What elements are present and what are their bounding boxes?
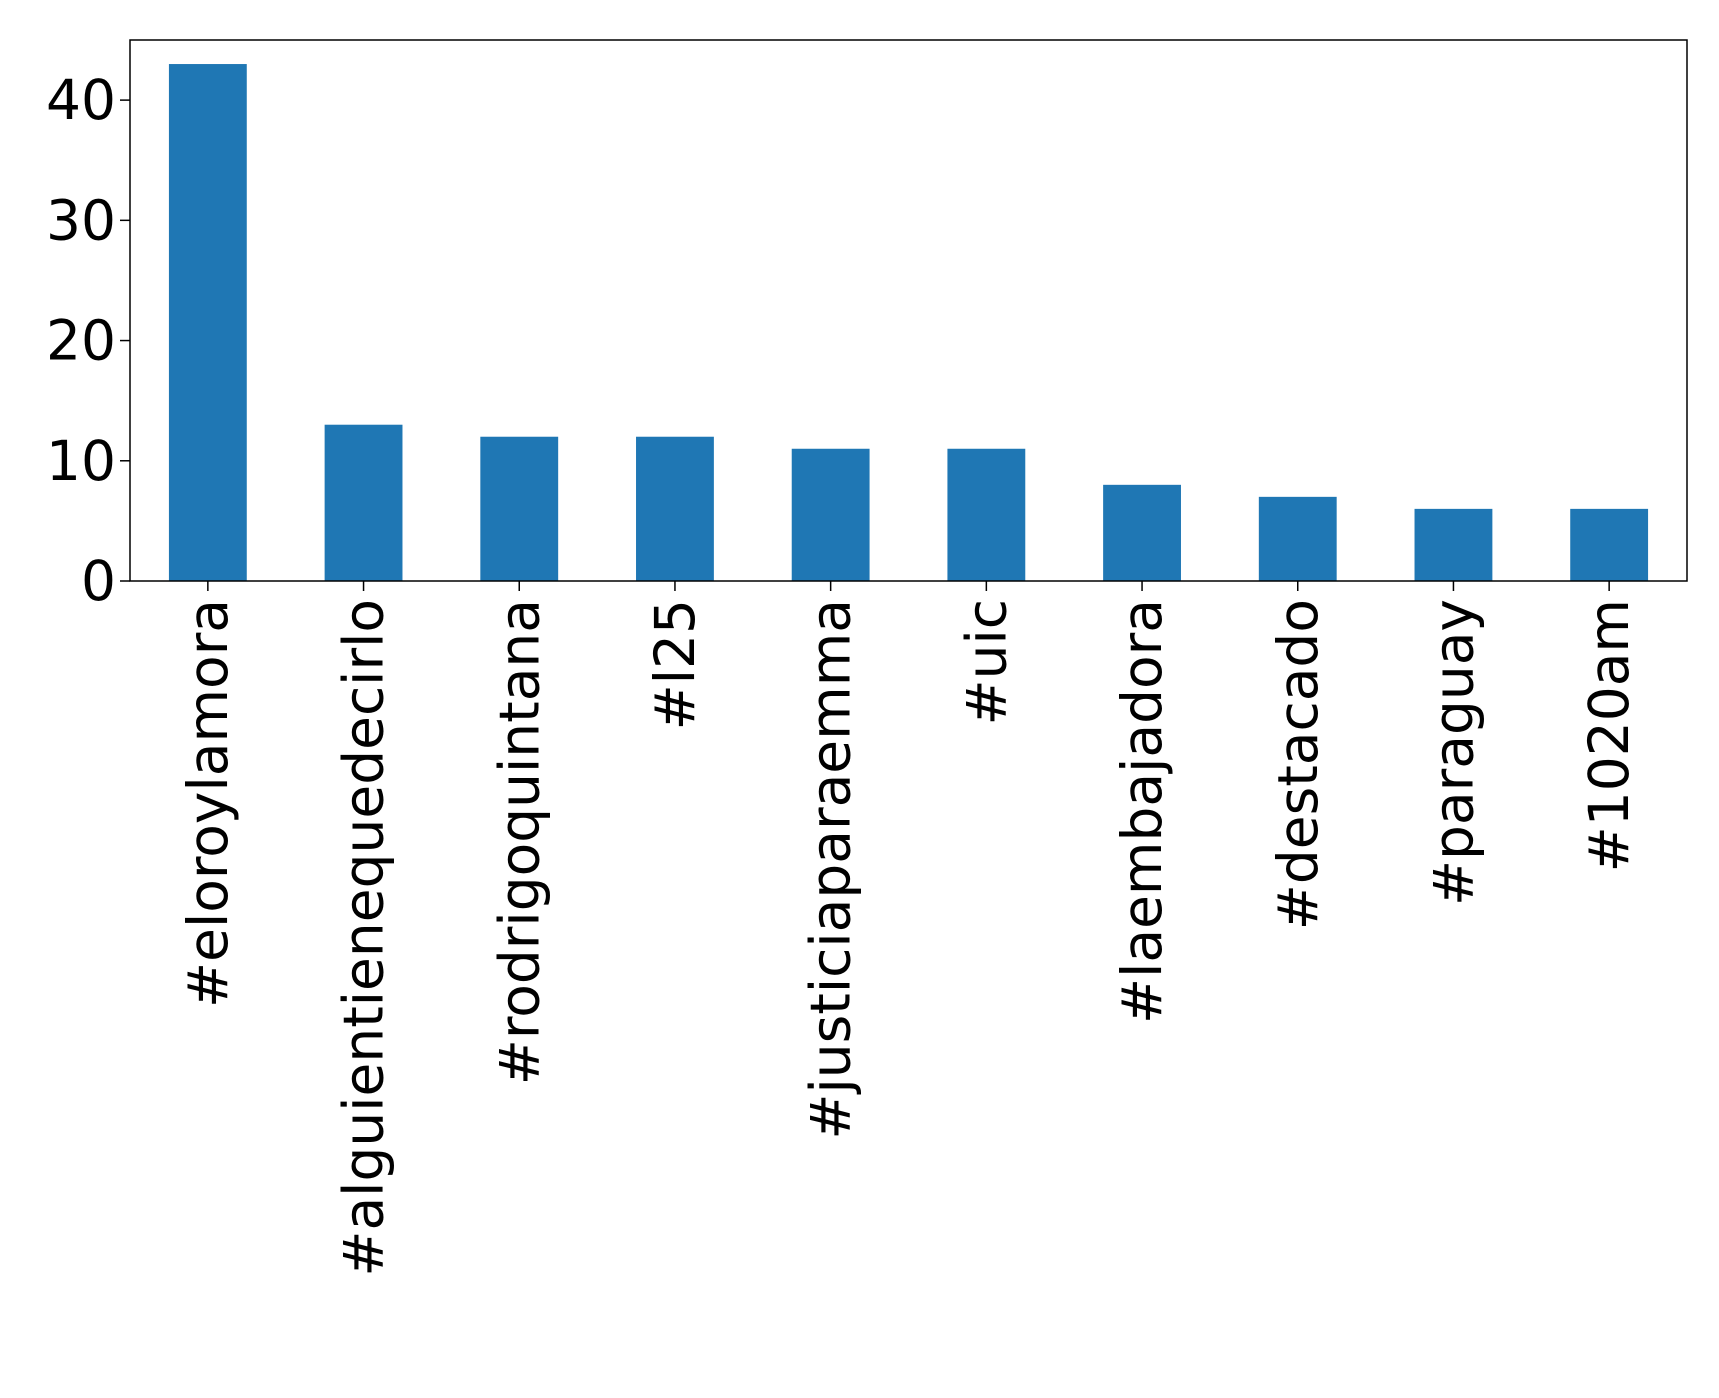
- bar: [636, 436, 714, 581]
- y-tick-label: 40: [46, 68, 116, 132]
- bar: [480, 436, 559, 581]
- x-tick-label: #uic: [954, 599, 1018, 725]
- plot-frame: [129, 39, 1688, 582]
- y-tick-label: 10: [46, 429, 116, 493]
- y-tick-label: 0: [81, 549, 116, 613]
- x-tick-label: #alguientienequedecirlo: [332, 599, 396, 1277]
- bar: [1103, 484, 1181, 581]
- bar: [1414, 508, 1493, 581]
- bar: [324, 424, 403, 581]
- x-tick-label: #laembajadora: [1110, 599, 1174, 1024]
- bar: [1570, 508, 1649, 581]
- bar: [791, 448, 870, 581]
- x-tick-label: #paraguay: [1421, 599, 1485, 906]
- x-tick-label: #eloroylamora: [176, 599, 240, 1008]
- x-tick-label: #justiciaparaemma: [799, 599, 863, 1140]
- x-tick-label: #l25: [643, 599, 707, 730]
- x-tick-label: #destacado: [1266, 599, 1330, 930]
- y-tick-label: 30: [46, 188, 116, 252]
- bar: [168, 64, 247, 582]
- y-tick-label: 20: [46, 309, 116, 373]
- bar: [1258, 496, 1337, 581]
- x-tick-label: #rodrigoquintana: [487, 599, 551, 1085]
- x-tick-label: #1020am: [1577, 599, 1641, 872]
- bar: [947, 448, 1026, 581]
